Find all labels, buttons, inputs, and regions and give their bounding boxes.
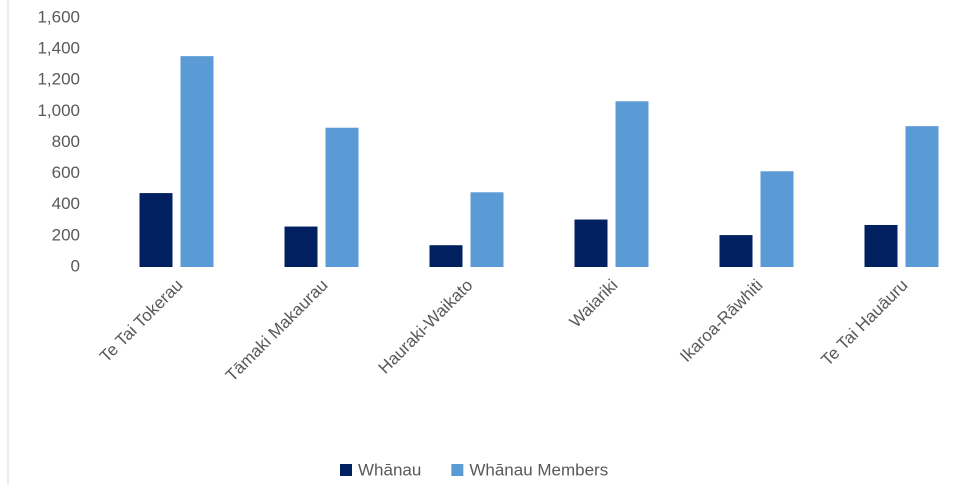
x-tick-label: Te Tai Hauāuru (817, 276, 911, 370)
y-tick-label: 1,200 (37, 70, 80, 89)
bar (139, 193, 173, 267)
x-tick-label: Ikaroa-Rāwhiti (676, 276, 766, 366)
bar (760, 171, 794, 267)
x-tick-label: Tāmaki Makaurau (222, 276, 332, 386)
x-tick-label: Waiariki (566, 276, 622, 332)
y-tick-label: 1,000 (37, 101, 80, 120)
legend-swatch (451, 464, 464, 476)
bar (180, 56, 214, 267)
x-tick-label: Te Tai Tokerau (96, 276, 187, 367)
y-tick-label: 800 (52, 132, 80, 151)
legend-swatch (340, 464, 352, 476)
x-tick-label: Hauraki-Waikato (375, 276, 477, 378)
bar (574, 219, 608, 267)
bar (615, 101, 649, 268)
bar (719, 235, 753, 267)
y-tick-label: 600 (52, 163, 80, 182)
legend-label: Whānau Members (469, 460, 608, 479)
bar (284, 226, 318, 267)
y-tick-label: 0 (71, 256, 80, 275)
bar (429, 245, 463, 267)
legend-label: Whānau (358, 460, 421, 479)
y-tick-label: 1,400 (37, 39, 80, 58)
bar (864, 224, 898, 267)
bar (470, 192, 504, 267)
y-tick-label: 1,600 (37, 7, 80, 26)
y-tick-label: 400 (52, 194, 80, 213)
bar (325, 127, 359, 267)
bar (905, 126, 939, 267)
y-tick-label: 200 (52, 225, 80, 244)
